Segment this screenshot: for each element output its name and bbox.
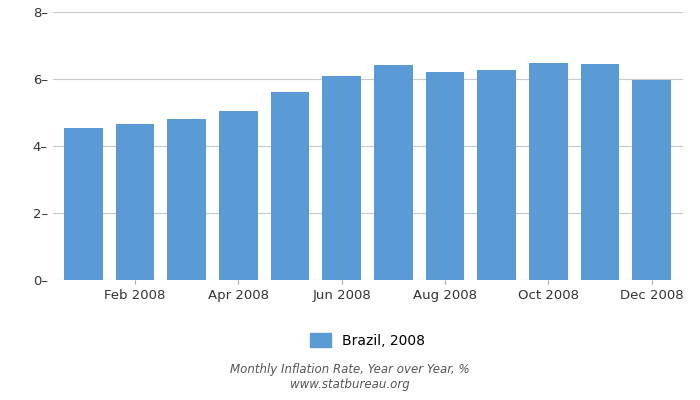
Bar — [271, 92, 309, 280]
Bar — [632, 80, 671, 280]
Legend: Brazil, 2008: Brazil, 2008 — [304, 327, 430, 353]
Bar — [116, 124, 155, 280]
Bar — [322, 76, 361, 280]
Bar — [477, 70, 516, 280]
Bar — [64, 128, 103, 280]
Bar — [219, 111, 258, 280]
Bar — [167, 119, 206, 280]
Text: Monthly Inflation Rate, Year over Year, %: Monthly Inflation Rate, Year over Year, … — [230, 364, 470, 376]
Bar — [580, 64, 620, 280]
Bar — [529, 63, 568, 280]
Bar — [426, 72, 464, 280]
Bar — [374, 65, 413, 280]
Text: www.statbureau.org: www.statbureau.org — [290, 378, 410, 391]
